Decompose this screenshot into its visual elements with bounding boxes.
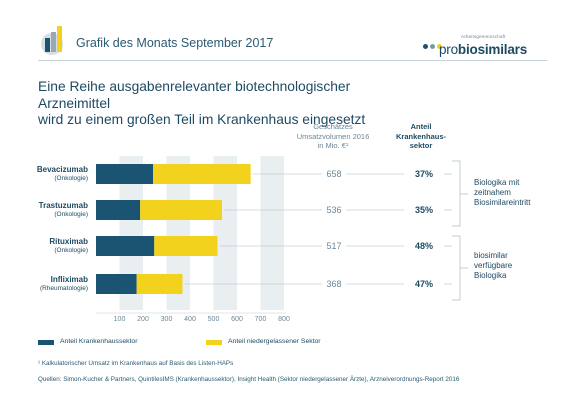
share-label-trastuzumab: 35% <box>414 205 433 215</box>
bar-infliximab-outpatient <box>136 274 183 294</box>
category-label-rituximab: Rituximab <box>49 237 88 246</box>
category-note-infliximab: (Rheumatologie) <box>39 285 88 292</box>
bar-trastuzumab-outpatient <box>140 200 222 220</box>
footnote: ¹ Kalkulatorischer Umsatz im Krankenhaus… <box>38 360 234 367</box>
x-tick-300: 300 <box>160 316 173 323</box>
group-bracket-biosimilar-available <box>452 235 461 301</box>
chart-logo-icon <box>41 26 63 55</box>
bar-rituximab-outpatient <box>154 236 218 256</box>
page-header-title: Grafik des Monats September 2017 <box>76 36 274 50</box>
grid-band-100 <box>119 156 143 310</box>
bar-bevacizumab-outpatient <box>153 164 251 184</box>
bar-rituximab-hospital <box>96 236 155 256</box>
bar-bevacizumab-hospital <box>96 164 154 184</box>
grid-band-700 <box>260 156 284 310</box>
total-label-rituximab: 517 <box>326 241 342 251</box>
legend-label-outpatient: Anteil niedergelassener Sektor <box>228 338 321 345</box>
total-label-trastuzumab: 536 <box>326 205 342 215</box>
volume-column-header: Geschätzes Umsatzvolumen 2016 in Mio. €¹ <box>296 122 370 150</box>
share-label-infliximab: 47% <box>414 279 433 289</box>
x-tick-600: 600 <box>231 316 243 323</box>
group-bracket-near-entry <box>452 160 461 227</box>
category-label-infliximab: Infliximab <box>50 275 88 284</box>
chart-headline: Eine Reihe ausgabenrelevanter biotechnol… <box>38 79 366 127</box>
legend-label-hospital: Anteil Krankenhaussektor <box>60 338 138 345</box>
bar-infliximab-hospital <box>96 274 137 294</box>
category-label-trastuzumab: Trastuzumab <box>38 201 88 210</box>
legend-swatch-hospital <box>38 340 54 345</box>
x-tick-800: 800 <box>278 316 290 323</box>
category-note-bevacizumab: (Onkologie) <box>54 175 88 182</box>
share-label-rituximab: 48% <box>414 241 433 251</box>
category-note-rituximab: (Onkologie) <box>54 247 88 254</box>
x-tick-700: 700 <box>254 316 267 323</box>
x-tick-400: 400 <box>184 316 196 323</box>
brand-name: probiosimilars <box>439 42 527 57</box>
grid-band-300 <box>166 156 190 310</box>
source-note: Quellen: Simon-Kucher & Partners, Quinti… <box>38 376 460 383</box>
group-label-near-entry: Biologika mit zeitnahem Biosimilareintri… <box>474 178 531 207</box>
x-tick-500: 500 <box>207 316 220 323</box>
brand-subtitle: Arbeitsgemeinschaft <box>461 34 506 39</box>
x-tick-100: 100 <box>113 316 126 323</box>
category-label-bevacizumab: Bevacizumab <box>36 165 88 174</box>
x-tick-200: 200 <box>137 316 149 323</box>
brand-dots-icon <box>423 36 444 54</box>
brand-logo: Arbeitsgemeinschaft probiosimilars <box>417 30 547 60</box>
group-label-biosimilar-available: biosimilar verfügbare Biologika <box>474 251 513 280</box>
header-divider <box>38 60 547 61</box>
total-label-bevacizumab: 658 <box>326 169 342 179</box>
total-label-infliximab: 368 <box>326 279 342 289</box>
bar-trastuzumab-hospital <box>96 200 141 220</box>
category-note-trastuzumab: (Onkologie) <box>54 211 88 218</box>
legend-swatch-outpatient <box>206 340 222 345</box>
grid-band-500 <box>213 156 237 310</box>
share-label-bevacizumab: 37% <box>414 169 433 179</box>
share-column-header: Anteil Krankenhaus- sektor <box>395 122 446 150</box>
